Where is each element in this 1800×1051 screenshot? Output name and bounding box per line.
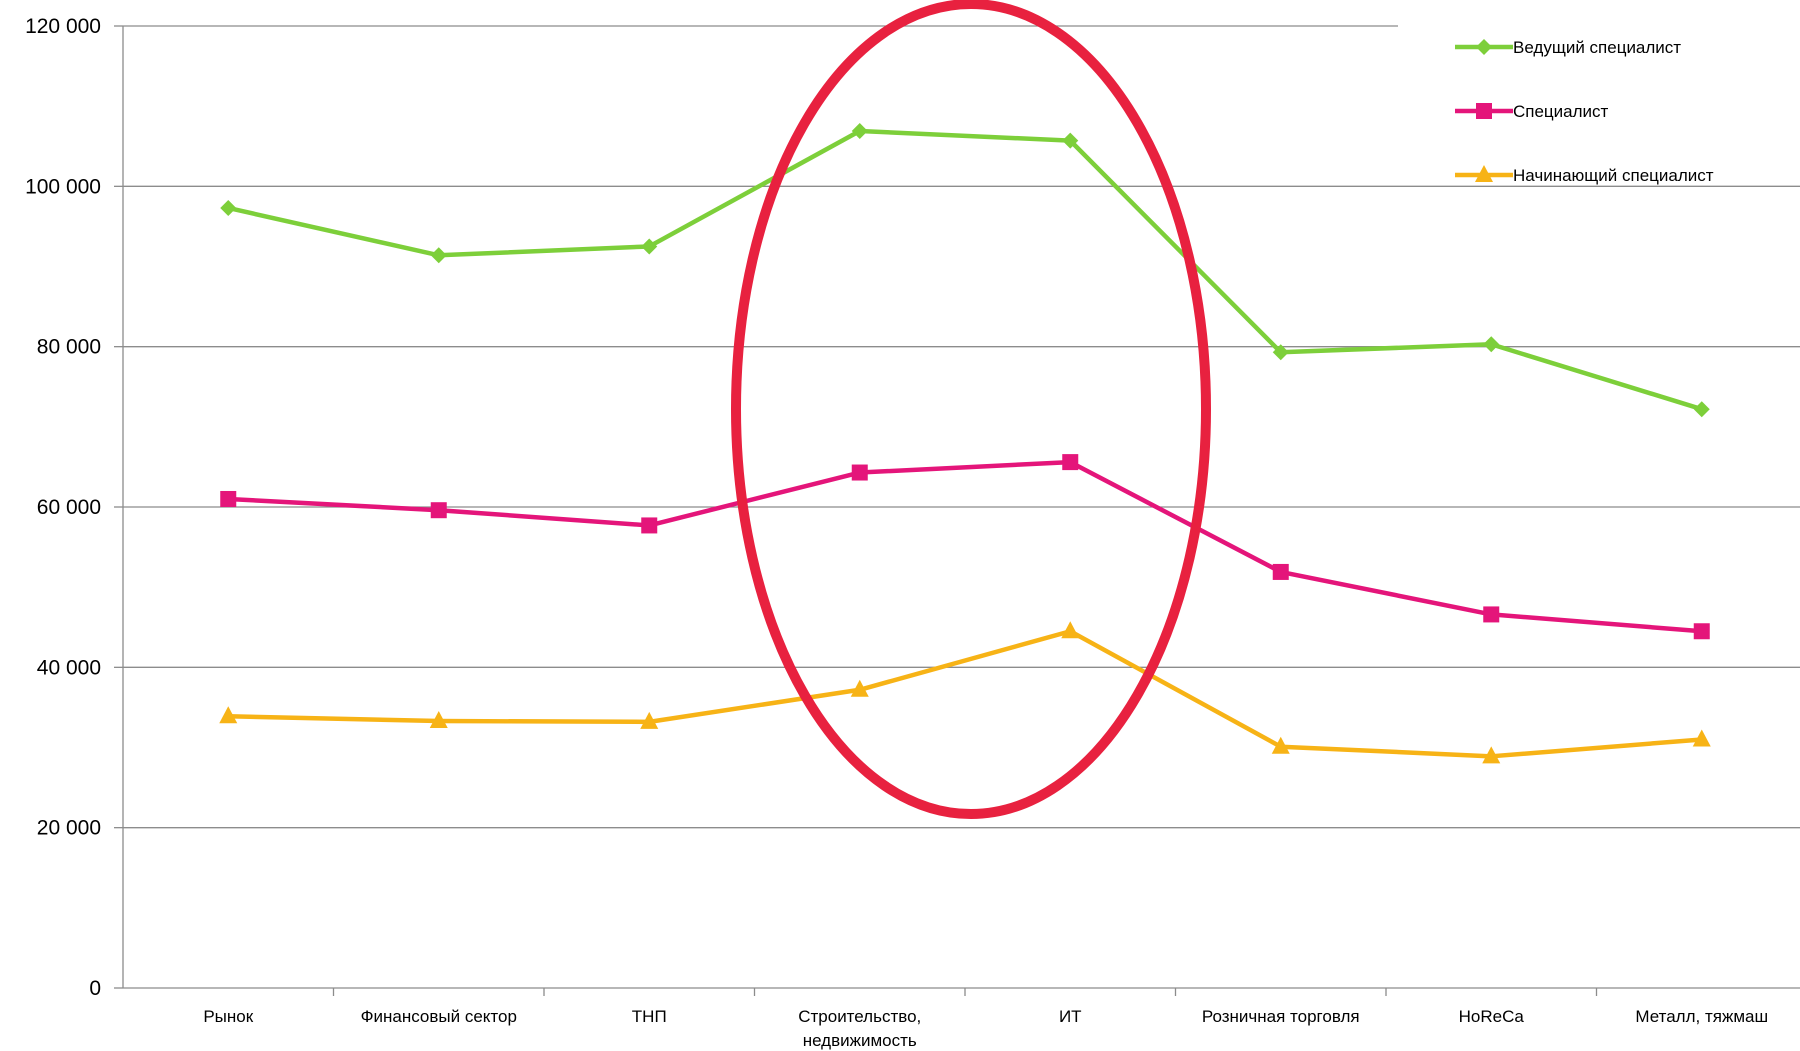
legend-label: Начинающий специалист [1513, 166, 1714, 185]
data-point [1482, 746, 1501, 764]
legend-item: Специалист [1455, 102, 1609, 121]
data-point [429, 711, 448, 729]
annotation-layer [731, 0, 1211, 819]
legend-swatch-marker [1475, 165, 1493, 182]
data-point [1693, 401, 1710, 418]
data-point [1061, 621, 1080, 639]
data-point [430, 502, 447, 519]
legend-label: Специалист [1513, 102, 1609, 121]
data-point [641, 238, 658, 255]
y-tick-label: 100 000 [25, 175, 101, 198]
y-tick-label: 0 [89, 977, 101, 1000]
grid-layer [123, 25, 1800, 829]
data-point [1271, 736, 1290, 754]
data-point [850, 679, 869, 697]
data-point [1062, 132, 1079, 149]
data-point [220, 490, 237, 507]
series-line [228, 459, 1702, 634]
y-tick-label: 40 000 [37, 656, 101, 679]
legend-swatch-marker [1476, 39, 1492, 55]
y-tick-label: 120 000 [25, 15, 101, 38]
data-point [1483, 336, 1500, 353]
axis-layer: 0 20 000 40 000 60 000 80 000 100 000 120 000 Р… [25, 15, 1800, 1050]
data-point [1062, 454, 1079, 471]
data-point [1483, 606, 1500, 623]
y-tick-label: 60 000 [37, 496, 101, 519]
x-tick-label: ИТ [1059, 1007, 1082, 1026]
data-point [641, 517, 658, 534]
x-tick-label: ТНП [632, 1007, 667, 1026]
highlight-ellipse [731, 0, 1211, 819]
series-specialist [220, 454, 1710, 640]
legend-swatch-marker [1476, 103, 1492, 119]
x-tick-label: HoReCa [1459, 1007, 1525, 1026]
data-point [1272, 344, 1289, 361]
legend-item: Ведущий специалист [1455, 38, 1681, 57]
data-point [219, 706, 238, 724]
y-tick-label: 20 000 [37, 817, 101, 840]
data-point [1693, 623, 1710, 640]
data-point [851, 123, 868, 140]
series-layer [219, 123, 1711, 764]
x-tick-label: Финансовый сектор [361, 1007, 517, 1026]
x-tick-label: Строительство, недвижимость [798, 1007, 921, 1050]
series-line [227, 128, 1703, 412]
series-line [228, 629, 1702, 759]
series-lead [220, 123, 1710, 418]
legend: Ведущий специалист Специалист Начинающий с… [1455, 38, 1714, 185]
legend-item: Начинающий специалист [1455, 165, 1714, 185]
series-junior [219, 621, 1711, 764]
data-point [640, 711, 659, 729]
data-point [430, 247, 447, 264]
data-point [851, 464, 868, 481]
data-point [220, 199, 237, 216]
legend-label: Ведущий специалист [1513, 38, 1681, 57]
data-point [1692, 729, 1711, 747]
data-point [1272, 563, 1289, 580]
x-tick-label: Рынок [203, 1007, 253, 1026]
y-tick-label: 80 000 [37, 336, 101, 359]
x-tick-label: Металл, тяжмаш [1635, 1007, 1768, 1026]
x-tick-label: Розничная торговля [1202, 1007, 1360, 1026]
